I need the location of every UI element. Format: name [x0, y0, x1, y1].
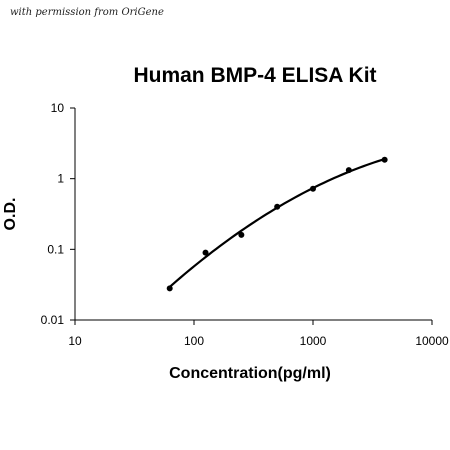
- data-point: [166, 285, 173, 292]
- data-point: [238, 231, 245, 238]
- data-point: [310, 185, 316, 192]
- y-axis-label: O.D.: [2, 197, 19, 231]
- data-point: [345, 167, 352, 174]
- chart-title: Human BMP-4 ELISA Kit: [133, 64, 377, 87]
- watermark: with permission from OriGene: [10, 7, 164, 18]
- y-tick-label: 10: [51, 101, 65, 115]
- x-tick-label: 10: [68, 334, 82, 348]
- fit-curve: [168, 157, 385, 288]
- data-point: [202, 249, 209, 256]
- data-point: [381, 156, 388, 163]
- x-axis-label: Concentration(pg/ml): [169, 365, 331, 382]
- y-tick-label: 0.01: [41, 313, 65, 327]
- data-point: [274, 203, 281, 210]
- x-tick-label: 100: [184, 334, 204, 348]
- y-tick-label: 1: [57, 172, 64, 186]
- x-tick-label: 10000: [415, 334, 449, 348]
- y-tick-label: 0.1: [47, 242, 64, 256]
- x-tick-label: 1000: [300, 334, 327, 348]
